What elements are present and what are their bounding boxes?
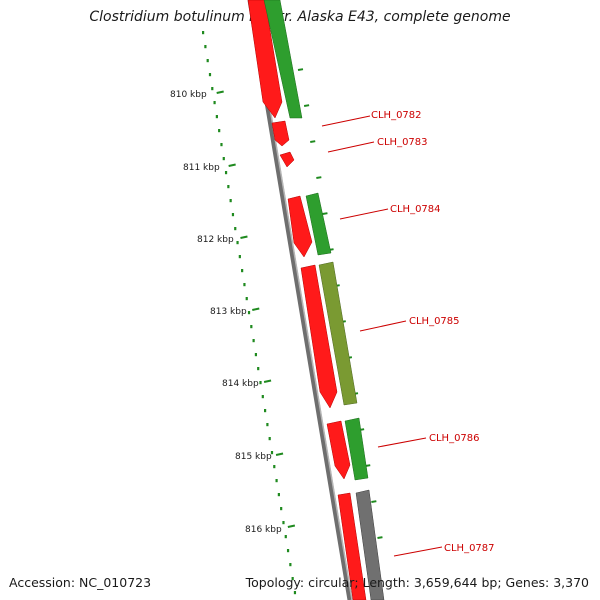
outer-tick: [303, 104, 310, 107]
ruler-dot: [241, 269, 244, 273]
ruler-dot: [275, 479, 278, 483]
ruler-dot: [227, 185, 230, 189]
ruler-major-tick: [228, 163, 236, 167]
gene-arrow-forward[interactable]: [247, 0, 283, 119]
ruler-dot: [268, 437, 271, 441]
ruler-dot-track: [202, 31, 297, 595]
ruler-label-811: 811 kbp: [183, 163, 220, 173]
reverse-strand-genes: [263, 0, 385, 600]
outer-tick: [322, 212, 328, 215]
ruler-label-815: 815 kbp: [235, 452, 272, 462]
ruler-dot: [208, 73, 212, 77]
ruler-major-tick: [263, 379, 272, 383]
gene-arrow-forward[interactable]: [326, 420, 351, 480]
ruler-dot: [277, 493, 280, 497]
ruler-dot: [270, 451, 274, 455]
gene-label-clh-0786[interactable]: CLH_0786: [429, 433, 480, 444]
ruler-dot: [213, 101, 216, 105]
ruler-dot: [257, 367, 260, 371]
ruler-dot: [222, 157, 225, 161]
ruler-dot: [289, 563, 292, 567]
gene-arrow-forward[interactable]: [279, 151, 295, 168]
label-leader-lines: [321, 115, 443, 557]
ruler-dot: [286, 549, 290, 553]
ruler-dot: [247, 311, 251, 315]
outer-tick: [377, 536, 383, 539]
ruler-label-810: 810 kbp: [170, 90, 207, 100]
forward-strand-genes: [247, 0, 367, 600]
ruler-major-tick: [216, 90, 224, 94]
ruler-label-813: 813 kbp: [210, 307, 247, 317]
ruler-dot: [202, 31, 205, 35]
gene-label-clh-0782[interactable]: CLH_0782: [371, 110, 422, 121]
ruler-dot: [293, 591, 297, 595]
gene-arrow-forward[interactable]: [287, 195, 313, 258]
ruler-dot: [231, 213, 235, 217]
genome-summary-text: Topology: circular; Length: 3,659,644 bp…: [245, 575, 589, 590]
ruler-major-tick: [252, 307, 260, 311]
ruler-dot: [284, 535, 287, 539]
ruler-dot: [266, 423, 269, 427]
ruler-dot: [250, 325, 253, 329]
ruler-dot: [206, 59, 209, 63]
gene-arrow-reverse[interactable]: [263, 0, 303, 119]
ruler-dot: [273, 465, 276, 469]
ruler-dot: [291, 577, 294, 581]
outer-tick: [371, 500, 377, 503]
ruler-dot: [280, 507, 283, 511]
ruler-major-tick: [287, 524, 296, 528]
gene-arrow-reverse[interactable]: [305, 192, 332, 256]
ruler-dot: [218, 129, 221, 133]
gene-label-clh-0784[interactable]: CLH_0784: [390, 204, 441, 215]
ruler-dot: [261, 395, 264, 399]
gene-label-clh-0787[interactable]: CLH_0787: [444, 543, 495, 554]
ruler-dot: [224, 171, 228, 175]
gene-arrow-reverse[interactable]: [344, 417, 369, 481]
gene-label-clh-0785[interactable]: CLH_0785: [409, 316, 460, 327]
gene-arrow-forward[interactable]: [300, 264, 338, 409]
map-title: Clostridium botulinum E3 str. Alaska E43…: [89, 9, 511, 25]
ruler-dot: [238, 255, 241, 259]
ruler-dot: [245, 297, 248, 301]
ruler-label-812: 812 kbp: [197, 235, 234, 245]
gene-label-clh-0783[interactable]: CLH_0783: [377, 137, 428, 148]
ruler-dot: [259, 381, 262, 385]
ruler-dot: [211, 87, 214, 91]
outer-tick: [297, 68, 304, 71]
ruler-dot: [264, 409, 267, 413]
gene-arrow-forward[interactable]: [271, 120, 290, 147]
gene-arrow-forward[interactable]: [337, 492, 367, 600]
ruler-label-814: 814 kbp: [222, 379, 259, 389]
ruler-dot: [282, 521, 285, 525]
outer-tick: [316, 176, 322, 179]
ruler-major-tick: [240, 235, 248, 239]
ruler-dot: [215, 115, 218, 119]
ruler-dot: [220, 143, 223, 147]
ruler-dot: [243, 283, 246, 287]
outer-tick: [310, 140, 316, 143]
ruler-label-816: 816 kbp: [245, 525, 282, 535]
ruler-dot: [204, 45, 207, 49]
ruler-dot: [252, 339, 255, 343]
ruler-major-tick: [275, 452, 284, 456]
ruler-dot: [229, 199, 232, 203]
gene-arrow-reverse[interactable]: [318, 261, 358, 406]
ruler-dot: [234, 227, 237, 231]
ruler-dot: [254, 353, 258, 357]
accession-text: Accession: NC_010723: [9, 575, 152, 590]
gene-arrow-reverse[interactable]: [355, 489, 385, 600]
ruler-dot: [236, 241, 239, 245]
